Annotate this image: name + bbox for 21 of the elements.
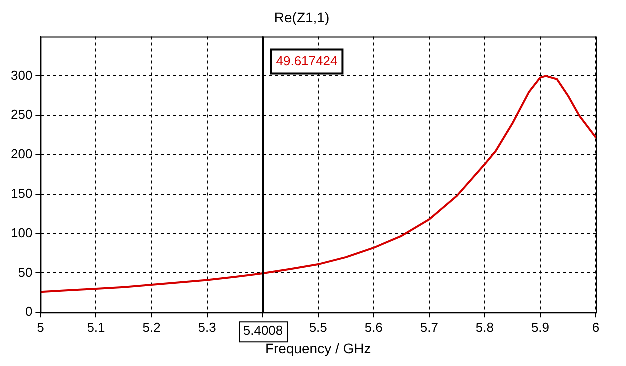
x-axis-title: Frequency / GHz: [265, 340, 372, 356]
x-tick-label: 5.6: [364, 320, 383, 335]
x-tick-label: 5.9: [531, 320, 550, 335]
annotation: 49.617424: [276, 53, 338, 68]
y-tick-label: 50: [18, 264, 33, 280]
x-tick-label: 5.1: [87, 320, 106, 335]
x-tick-label: 5.3: [198, 320, 216, 335]
y-tick-label: 250: [10, 107, 33, 122]
y-tick-label: 150: [10, 186, 33, 201]
y-tick-label: 200: [10, 146, 33, 162]
x-tick-label: 5.2: [142, 320, 161, 335]
y-tick-label: 300: [10, 68, 33, 83]
y-tick-label: 0: [25, 304, 33, 320]
chart-title: Re(Z1,1): [274, 9, 330, 26]
x-tick-label: 5.5: [309, 320, 328, 335]
x-tick-label: 5: [37, 320, 44, 335]
y-tick-label: 100: [10, 225, 33, 240]
ref-line-label: 5.4008: [243, 323, 284, 338]
x-tick-label: 5.8: [476, 320, 494, 335]
x-tick-label: 6: [592, 320, 600, 335]
x-tick-label: 5.7: [420, 320, 438, 335]
